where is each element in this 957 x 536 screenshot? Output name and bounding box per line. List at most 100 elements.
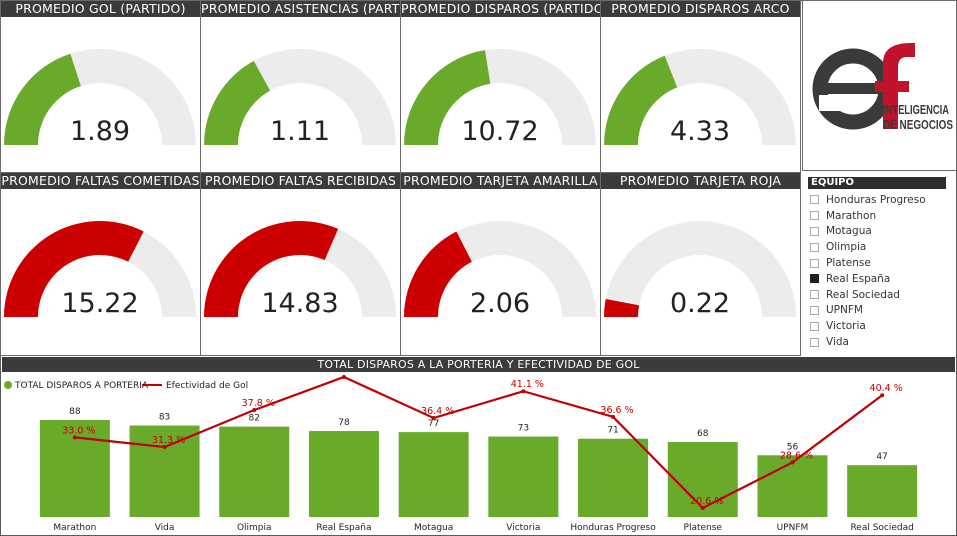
checkbox-icon[interactable] (810, 337, 819, 347)
slicer-item-label: UPNFM (826, 304, 863, 317)
combo-chart-title: TOTAL DISPAROS A LA PORTERIA Y EFECTIVID… (2, 357, 955, 372)
legend-line-label: Efectividad de Gol (166, 381, 248, 391)
checkbox-icon[interactable] (810, 290, 819, 300)
line-point[interactable] (162, 445, 167, 450)
slicer-item-label: Real Sociedad (826, 288, 900, 301)
legend-bar-label: TOTAL DISPAROS A PORTERIA (14, 381, 149, 391)
gauge-title: PROMEDIO DISPAROS (PARTIDO) (401, 1, 600, 17)
gauge-value: 0.22 (670, 288, 730, 319)
team-slicer: Honduras Progreso Marathon Motagua Olimpia P… (810, 192, 926, 350)
checkbox-icon[interactable] (810, 211, 819, 221)
logo-text-line2: DE NEGOCIOS (883, 118, 953, 132)
gauge-value: 15.22 (61, 288, 138, 319)
bar[interactable] (398, 432, 469, 517)
slicer-item-label: Honduras Progreso (826, 193, 926, 206)
gauge-value: 14.83 (261, 288, 338, 319)
line-value-label: 43.6 % (331, 374, 364, 376)
gauge-card-asistencias: PROMEDIO ASISTENCIAS (PARTIDO) 1.11 (200, 0, 401, 184)
bar-value-label: 71 (607, 426, 618, 436)
gauge-title: PROMEDIO TARJETA ROJA (601, 173, 800, 189)
gauge-svg: 2.06 (404, 221, 596, 319)
slicer-item-label: Platense (826, 257, 871, 270)
gauge-svg: 10.72 (404, 49, 596, 147)
gauge-title: PROMEDIO DISPAROS ARCO (601, 1, 800, 17)
bar[interactable] (578, 438, 649, 517)
bar[interactable] (129, 425, 200, 517)
gauge-fill (204, 221, 339, 317)
slicer-item[interactable]: Motagua (810, 224, 926, 240)
gauge-fill (404, 50, 491, 146)
gauge-title: PROMEDIO FALTAS RECIBIDAS (201, 173, 400, 189)
checkbox-icon[interactable] (810, 226, 819, 236)
line-point[interactable] (611, 414, 616, 419)
gauge-title: PROMEDIO ASISTENCIAS (PARTIDO) (201, 1, 400, 17)
x-tick-label: Real Sociedad (850, 523, 913, 533)
checkbox-icon[interactable] (810, 274, 819, 284)
slicer-item-label: Victoria (826, 320, 866, 333)
bar-value-label: 56 (787, 442, 799, 452)
line-point[interactable] (431, 416, 436, 421)
slicer-item[interactable]: Platense (810, 255, 926, 271)
slicer-title: EQUIPO (808, 177, 946, 189)
line-point[interactable] (72, 435, 77, 440)
line-value-label: 33.0 % (62, 425, 95, 436)
gauge-fill (604, 299, 640, 317)
slicer-item[interactable]: Vida (810, 334, 926, 350)
line-value-label: 40.4 % (870, 383, 903, 394)
checkbox-icon[interactable] (810, 258, 819, 268)
gauge-svg: 14.83 (204, 221, 396, 319)
checkbox-icon[interactable] (810, 195, 819, 205)
checkbox-icon[interactable] (810, 305, 819, 315)
line-point[interactable] (790, 460, 795, 465)
line-point[interactable] (521, 389, 526, 394)
line-value-label: 31.3 % (152, 435, 185, 446)
gauge-value: 1.11 (270, 116, 330, 147)
x-tick-label: Motagua (414, 523, 453, 533)
gauge-fill (404, 231, 472, 317)
bar-value-label: 68 (697, 429, 709, 439)
line-point[interactable] (880, 393, 885, 398)
bar[interactable] (308, 431, 379, 517)
line-value-label: 20.6 % (690, 496, 723, 507)
slicer-item[interactable]: Marathon (810, 208, 926, 224)
line-value-label: 36.6 % (600, 405, 633, 416)
line-value-label: 28.6 % (780, 450, 813, 461)
ef-logo-icon: INTELIGENCIA DE NEGOCIOS (812, 43, 953, 132)
bar-value-label: 82 (249, 414, 260, 424)
gauge-fill (4, 221, 144, 317)
gauge-track (604, 221, 796, 317)
x-tick-label: Honduras Progreso (570, 523, 656, 533)
slicer-item[interactable]: Honduras Progreso (810, 192, 926, 208)
gauge-card-faltas-recibidas: PROMEDIO FALTAS RECIBIDAS 14.83 (200, 172, 401, 356)
bar[interactable] (847, 465, 918, 517)
chart-legend: TOTAL DISPAROS A PORTERIA Efectividad de … (4, 381, 248, 391)
slicer-item-label: Olimpia (826, 241, 867, 254)
gauge-title: PROMEDIO GOL (PARTIDO) (1, 1, 200, 17)
slicer-item-label: Vida (826, 336, 849, 349)
bar-value-label: 77 (428, 419, 439, 429)
slicer-item[interactable]: UPNFM (810, 303, 926, 319)
line-value-label: 36.4 % (421, 406, 454, 417)
x-tick-label: Olimpia (237, 523, 272, 533)
bar[interactable] (757, 455, 828, 517)
slicer-item[interactable]: Victoria (810, 318, 926, 334)
slicer-item[interactable]: Real España (810, 271, 926, 287)
gauge-fill (604, 55, 678, 146)
gauge-value: 2.06 (470, 288, 530, 319)
slicer-item-label: Marathon (826, 209, 877, 222)
efectividad-line (74, 375, 883, 510)
gauge-svg: 4.33 (604, 49, 796, 147)
bar[interactable] (488, 436, 559, 517)
line-point[interactable] (700, 506, 705, 510)
slicer-item[interactable]: Real Sociedad (810, 287, 926, 303)
checkbox-icon[interactable] (810, 242, 819, 252)
gauge-card-tarjeta-roja: PROMEDIO TARJETA ROJA 0.22 (600, 172, 801, 356)
slicer-item[interactable]: Olimpia (810, 239, 926, 255)
gauge-svg: 15.22 (4, 221, 196, 319)
line-point[interactable] (341, 375, 346, 379)
checkbox-icon[interactable] (810, 321, 819, 331)
gauge-title: PROMEDIO FALTAS COMETIDAS (1, 173, 200, 189)
line-point[interactable] (252, 408, 257, 413)
bar[interactable] (219, 426, 290, 517)
bar[interactable] (667, 442, 738, 517)
